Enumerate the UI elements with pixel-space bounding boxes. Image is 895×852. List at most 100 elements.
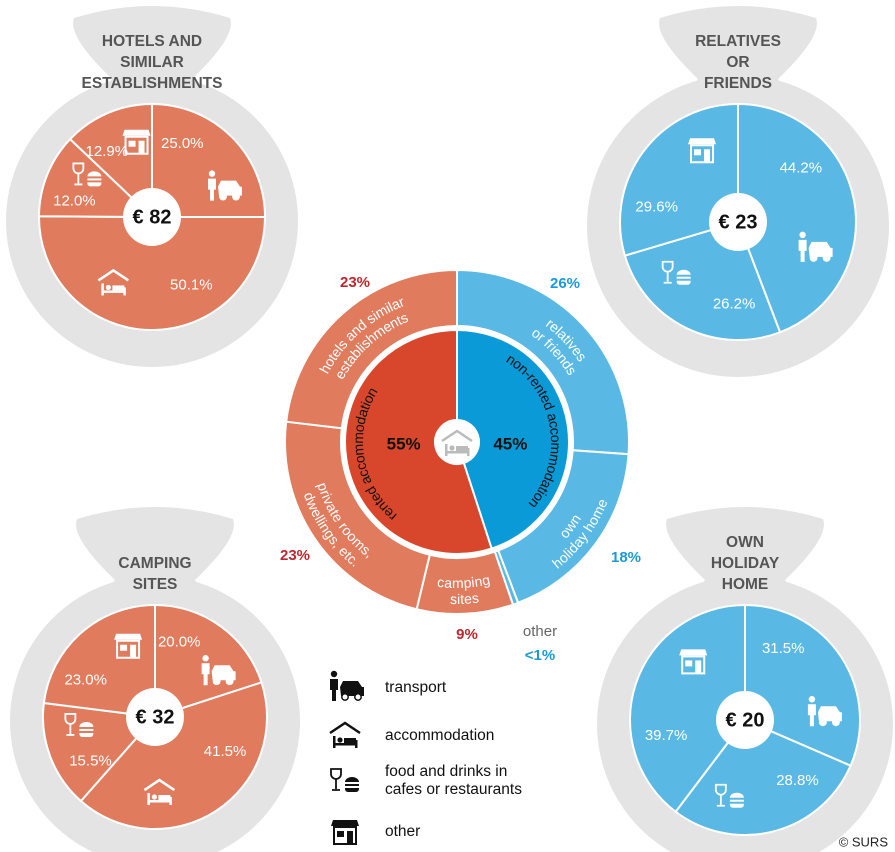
icon-part [333, 826, 357, 845]
icon-part [808, 241, 833, 257]
pie-value-label: 15.5% [69, 753, 112, 770]
outer-value-label: 18% [611, 549, 641, 566]
icon-part [212, 677, 221, 686]
icon-part [345, 788, 359, 792]
pie-value-label: 44.2% [780, 159, 823, 176]
icon [441, 429, 473, 456]
outer-category-text: sites [450, 589, 480, 606]
legend-label: accommodation [385, 727, 494, 744]
icon-part [130, 644, 137, 658]
icon-part [831, 718, 840, 727]
pie-center [126, 688, 184, 746]
icon-part [345, 784, 359, 786]
icon-part [681, 655, 706, 675]
icon-part [685, 660, 693, 667]
icon-part [202, 655, 209, 662]
inner-sector [456, 328, 570, 550]
outer-category-text: camping [436, 571, 491, 591]
icon [122, 129, 151, 155]
outer-value-label: 26% [550, 275, 580, 292]
icon-part [337, 737, 343, 743]
pie-center-label: € 23 [719, 211, 758, 233]
outer-category-label: sites [450, 589, 480, 606]
icon [72, 162, 102, 187]
outer-category-label: other [523, 623, 557, 640]
legend-label: cafes or restaurants [385, 781, 522, 798]
pie-slice [629, 603, 746, 814]
icon-part [467, 448, 470, 456]
outer-value-label: 9% [456, 626, 478, 643]
icon-part [232, 192, 240, 201]
icon-part [807, 704, 816, 727]
icon-part [695, 660, 702, 674]
icon [114, 633, 143, 659]
icon-part [72, 162, 85, 175]
pie-title: HOME [722, 576, 769, 593]
icon-part [207, 178, 216, 201]
icon-part [354, 693, 362, 701]
icon-part [151, 794, 157, 800]
pie-value-label: 12.0% [53, 193, 96, 210]
legend-label: other [385, 823, 420, 840]
icon [97, 268, 130, 296]
pie-value-label: 20.0% [158, 633, 201, 650]
icon-part [716, 794, 725, 807]
icon-part [217, 180, 242, 196]
pie-slice [154, 603, 263, 719]
pie-slice [79, 681, 268, 830]
icon-part [688, 138, 717, 145]
pie-value-label: 25.0% [161, 135, 204, 152]
pie-slice [623, 220, 782, 341]
icon-part [694, 149, 702, 156]
pie-value-label: 41.5% [204, 743, 247, 760]
icon-part [120, 644, 128, 651]
icon-part [211, 665, 236, 681]
icon-part [330, 768, 342, 780]
icon-part [441, 429, 473, 443]
pie-slice [37, 137, 155, 219]
icon-part [74, 173, 83, 186]
pie-value-label: 28.8% [776, 772, 819, 789]
icon-part [66, 723, 75, 736]
icon-part [201, 663, 210, 686]
icon [798, 231, 833, 262]
pie-value-label: 26.2% [713, 295, 756, 312]
icon-part [122, 129, 151, 136]
icon-part [105, 284, 111, 291]
icon-part [330, 670, 338, 678]
icon [330, 768, 359, 792]
pie-slice [38, 215, 267, 331]
pie-center-label: € 32 [136, 706, 175, 728]
icon-part [729, 803, 744, 808]
icon-part [704, 149, 711, 163]
icon-part [329, 721, 361, 735]
icon-part [808, 696, 816, 703]
hub [437, 422, 477, 462]
outer-category-label: camping [436, 571, 491, 591]
icon-part [79, 721, 94, 727]
icon-part [714, 783, 727, 796]
icon-part [817, 706, 842, 722]
icon-part [347, 831, 353, 844]
icon-part [79, 728, 94, 731]
pie-center-label: € 20 [726, 709, 765, 731]
icon-part [445, 451, 469, 454]
icon-part [114, 633, 143, 640]
icon-part [676, 269, 691, 275]
pie-title: OWN [726, 534, 764, 551]
icon-part [449, 445, 455, 451]
icon-part [123, 287, 126, 296]
pie-center [716, 691, 774, 749]
pie-value-label: 12.9% [86, 143, 129, 160]
icon [143, 778, 176, 806]
pie-value-label: 39.7% [645, 727, 688, 744]
pie-slice [744, 603, 861, 767]
icon-part [345, 777, 359, 782]
outer-value-label: 23% [340, 274, 370, 291]
pie-title: HOTELS AND [102, 33, 202, 50]
legend-label: transport [385, 679, 447, 696]
icon-part [333, 743, 357, 746]
icon-part [147, 800, 172, 803]
icon-part [340, 681, 364, 696]
icon-part [169, 797, 172, 806]
